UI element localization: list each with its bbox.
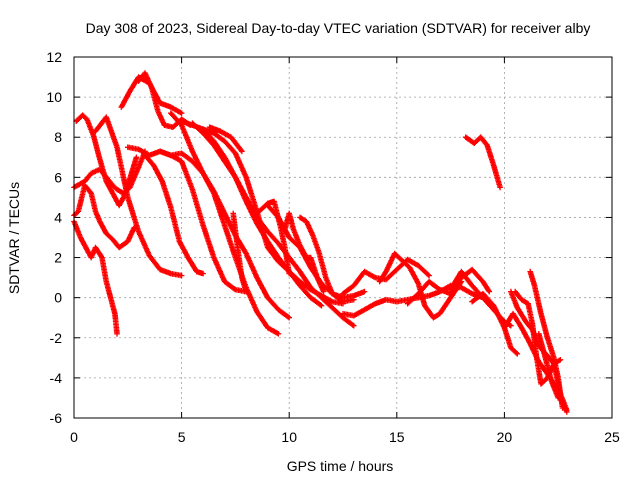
data-point-markers <box>282 210 327 295</box>
y-tick-label: 6 <box>54 169 62 185</box>
data-point-markers <box>230 210 249 295</box>
y-tick-label: -6 <box>50 410 63 426</box>
y-tick-label: -2 <box>50 330 63 346</box>
data-point-markers <box>297 214 357 305</box>
y-tick-label: 0 <box>54 290 62 306</box>
x-tick-label: 5 <box>178 429 186 445</box>
y-tick-label: 2 <box>54 250 62 266</box>
x-tick-label: 10 <box>281 429 297 445</box>
y-tick-label: 10 <box>46 89 62 105</box>
series-track-27 <box>462 134 503 191</box>
grid-layer <box>74 57 612 418</box>
data-point-markers <box>168 110 292 321</box>
x-axis-label: GPS time / hours <box>287 458 394 474</box>
series-track-9 <box>142 152 206 277</box>
data-point-markers <box>71 218 120 337</box>
y-tick-label: 4 <box>54 209 62 225</box>
data-point-markers <box>142 152 206 277</box>
ticks-layer: 0 5 10 15 20 25 -6 -4 -2 0 2 4 6 8 10 12 <box>46 49 620 445</box>
plot-frame <box>73 56 613 419</box>
x-tick-label: 20 <box>497 429 513 445</box>
y-tick-label: -4 <box>50 370 63 386</box>
data-point-markers <box>536 331 561 401</box>
series-track-1 <box>71 218 120 337</box>
series-track-7 <box>92 114 185 279</box>
data-point-markers <box>462 134 503 191</box>
chart-title: Day 308 of 2023, Sidereal Day-to-day VTE… <box>86 20 591 36</box>
series-track-11 <box>168 110 292 321</box>
y-tick-label: 12 <box>46 49 62 65</box>
series-track-10 <box>157 148 282 337</box>
data-point-markers <box>206 124 245 155</box>
x-tick-label: 25 <box>604 429 620 445</box>
x-tick-label: 0 <box>70 429 78 445</box>
data-point-markers <box>92 114 185 279</box>
series-track-32 <box>536 331 561 401</box>
y-tick-label: 8 <box>54 129 62 145</box>
y-axis-label: SDTVAR / TECUs <box>6 182 22 294</box>
series-track-26 <box>469 290 521 357</box>
data-layer <box>71 70 570 415</box>
series-track-23 <box>376 250 465 321</box>
data-point-markers <box>376 250 465 321</box>
series-track-16 <box>230 210 249 295</box>
x-tick-label: 15 <box>389 429 405 445</box>
data-point-markers <box>157 148 282 337</box>
data-point-markers <box>469 290 521 357</box>
series-track-15 <box>206 124 245 155</box>
series-track-20 <box>297 214 357 305</box>
series-track-19 <box>282 210 327 295</box>
